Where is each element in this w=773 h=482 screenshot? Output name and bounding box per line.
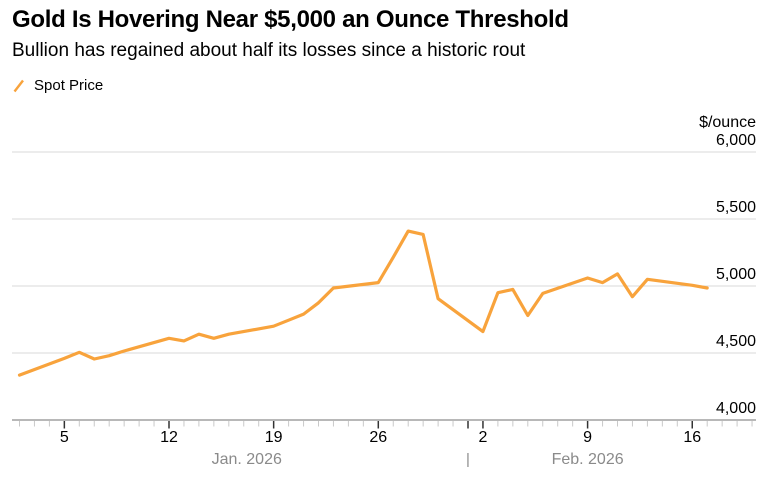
y-axis-tick-label: 4,500	[716, 333, 756, 350]
chart-subtitle: Bullion has regained about half its loss…	[12, 40, 526, 61]
x-axis-day-label: 26	[369, 429, 387, 446]
chart-title: Gold Is Hovering Near $5,000 an Ounce Th…	[12, 6, 569, 33]
month-separator: |	[466, 451, 470, 468]
x-axis-day-label: 9	[583, 429, 592, 446]
y-axis-tick-label: 6,000	[716, 132, 756, 149]
x-axis-day-label: 16	[683, 429, 701, 446]
y-axis-tick-label: 4,000	[716, 400, 756, 417]
x-axis-day-label: 19	[265, 429, 283, 446]
y-axis-tick-label: 5,500	[716, 199, 756, 216]
y-axis-tick-label: 5,000	[716, 266, 756, 283]
month-label: Jan. 2026	[212, 451, 282, 468]
legend-label: Spot Price	[34, 77, 104, 94]
spot-price-legend-mark-icon	[13, 79, 24, 92]
x-axis-day-label: 12	[160, 429, 178, 446]
x-axis-day-label: 5	[60, 429, 69, 446]
month-label: Feb. 2026	[552, 451, 624, 468]
x-axis-day-label: 2	[478, 429, 487, 446]
y-axis-unit-label: $/ounce	[699, 114, 756, 131]
legend: Spot Price	[12, 77, 103, 94]
spot-price-line	[17, 229, 709, 377]
